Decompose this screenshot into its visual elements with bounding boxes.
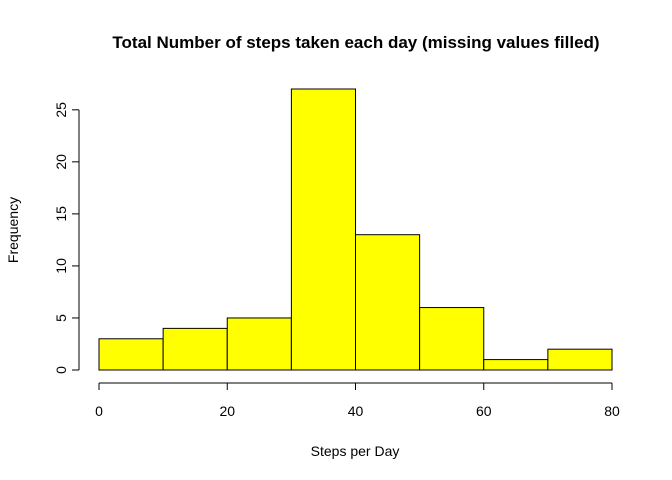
histogram-bar xyxy=(483,359,549,371)
y-tick-label: 5 xyxy=(53,314,69,322)
histogram-bar xyxy=(419,307,485,371)
x-axis: 0 20 40 60 80 xyxy=(95,382,620,419)
y-tick-label: 0 xyxy=(53,366,69,374)
chart-title: Total Number of steps taken each day (mi… xyxy=(112,33,599,52)
x-tick-label: 0 xyxy=(95,403,103,419)
x-tick-label: 60 xyxy=(476,403,492,419)
bars-group xyxy=(98,88,613,371)
y-axis: 0 5 10 15 20 25 xyxy=(53,102,80,374)
histogram-bar xyxy=(290,88,356,371)
x-tick-label: 20 xyxy=(219,403,235,419)
histogram-bar xyxy=(355,234,421,371)
histogram-bar xyxy=(226,317,292,371)
x-axis-label: Steps per Day xyxy=(311,443,400,459)
histogram-bar xyxy=(162,327,228,371)
x-tick-label: 80 xyxy=(604,403,620,419)
x-tick-label: 40 xyxy=(348,403,364,419)
y-tick-label: 20 xyxy=(53,154,69,170)
y-tick-label: 10 xyxy=(53,258,69,274)
y-tick-label: 25 xyxy=(53,102,69,118)
y-axis-label: Frequency xyxy=(5,197,21,263)
y-tick-label: 15 xyxy=(53,206,69,222)
histogram-bar xyxy=(98,338,164,371)
histogram-bar xyxy=(547,348,613,371)
